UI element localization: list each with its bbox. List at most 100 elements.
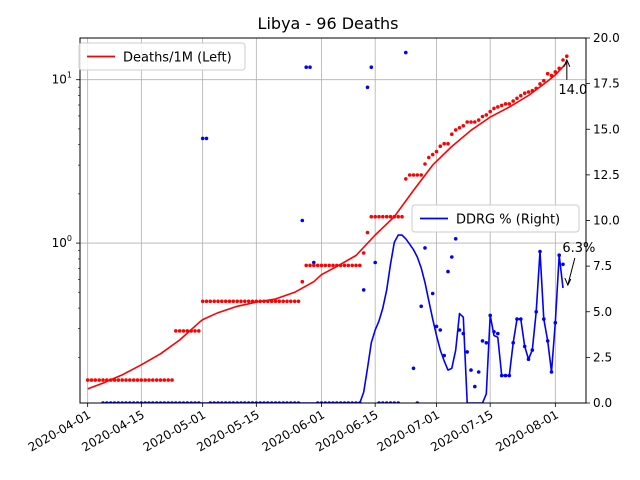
deaths-dots-point <box>507 102 512 106</box>
x-tick-label: 2020-08-01 <box>493 407 560 454</box>
ddrg-line-path <box>103 234 564 403</box>
deaths-dots-point <box>515 96 519 101</box>
deaths-dots-point <box>235 299 239 304</box>
deaths-dots-point <box>538 82 542 86</box>
ddrg-dots-point <box>503 373 508 378</box>
deaths-dots-point <box>273 299 278 304</box>
deaths-dots-point <box>423 162 427 166</box>
deaths-dots-point <box>93 378 98 382</box>
deaths-dots-point <box>476 118 481 122</box>
deaths-dots-point <box>450 132 454 136</box>
deaths-dots-point <box>243 299 247 304</box>
y-left-tick-label: 100 <box>52 234 72 250</box>
deaths-dots-point <box>177 329 182 333</box>
deaths-dots-point <box>281 299 286 304</box>
deaths-dots-point <box>392 214 397 219</box>
ddrg-dots-point <box>473 384 477 389</box>
deaths-dots-point <box>216 299 220 304</box>
ddrg-dots-point <box>534 310 538 314</box>
deaths-dots-point <box>312 263 316 268</box>
y-right-tick-label: 2.5 <box>593 350 612 364</box>
deaths-dots-point <box>557 66 561 71</box>
deaths-dots-point <box>124 378 128 382</box>
deaths-dots-point <box>350 263 355 268</box>
deaths-dots-point <box>223 299 228 304</box>
y-right-tick-label: 15.0 <box>593 122 620 136</box>
annotation-label-deaths: 14.0 <box>558 83 587 98</box>
ddrg-dots-point <box>561 262 565 267</box>
y-left-tick-base: 10 <box>52 236 67 250</box>
deaths-dots-point <box>565 54 569 58</box>
ddrg-dots-point <box>484 341 489 345</box>
deaths-dots-point <box>346 263 351 268</box>
deaths-dots-point <box>419 173 424 177</box>
deaths-dots-point <box>342 263 347 268</box>
deaths-dots-point <box>308 263 312 268</box>
deaths-dots-point <box>388 214 393 219</box>
ddrg-dots-point <box>312 260 316 265</box>
annotation-label-ddrg: 6.3% <box>562 241 595 256</box>
deaths-dots-point <box>338 263 343 268</box>
ddrg-dots-point <box>465 350 470 354</box>
deaths-dots-point <box>300 279 305 284</box>
ddrg-dots-point <box>480 339 485 343</box>
ddrg-dots-point <box>453 237 458 241</box>
deaths-dots-point <box>289 299 293 304</box>
annotation-arrow-ddrg <box>567 257 576 286</box>
deaths-dots-point <box>484 113 489 117</box>
ddrg-dots-point <box>492 330 496 334</box>
ddrg-dots-point <box>204 136 209 141</box>
ddrg-dots-point <box>542 317 546 321</box>
deaths-dots-point <box>549 73 554 78</box>
deaths-dots-point <box>185 329 190 333</box>
deaths-dots-point <box>85 378 90 382</box>
deaths-dots-point <box>112 378 117 382</box>
y-right-tick-label: 20.0 <box>593 31 620 45</box>
deaths-dots-point <box>446 141 450 146</box>
deaths-dots-point <box>327 263 332 268</box>
ddrg-dots-point <box>519 317 523 321</box>
deaths-dots-point <box>384 214 389 219</box>
deaths-dots-point <box>105 378 109 382</box>
y-left-tick-exp: 1 <box>67 71 72 80</box>
deaths-dots-point <box>511 99 515 103</box>
deaths-dots-point <box>534 86 538 91</box>
deaths-dots-point <box>530 88 535 93</box>
deaths-dots-point <box>519 93 523 98</box>
deaths-dots-point <box>231 299 236 304</box>
deaths-dots-point <box>296 299 301 304</box>
y-right-tick-label: 5.0 <box>593 305 612 319</box>
deaths-dots-point <box>488 109 493 114</box>
ddrg-dots-point <box>526 357 531 362</box>
ddrg-dots-point <box>308 65 312 69</box>
deaths-dots-point <box>492 106 496 111</box>
deaths-dots-point <box>147 378 151 382</box>
y-left-tick-exp: 0 <box>67 234 72 243</box>
deaths-dots-point <box>197 329 201 333</box>
ddrg-dots-point <box>457 328 462 332</box>
chart-title: Libya - 96 Deaths <box>258 14 399 33</box>
ddrg-dots-point <box>438 328 443 332</box>
deaths-dots-point <box>365 230 370 235</box>
deaths-dots-point <box>331 263 335 268</box>
ddrg-dots-point <box>304 65 309 69</box>
ddrg-dots-point <box>507 373 512 378</box>
deaths-dots-point <box>250 299 255 304</box>
ddrg-dots-point <box>553 320 558 325</box>
y-right-tick-label: 10.0 <box>593 214 620 228</box>
deaths-dots-point <box>269 299 274 304</box>
legend-deaths-frame <box>78 42 246 71</box>
deaths-dots-point <box>473 120 477 124</box>
deaths-dots-point <box>434 149 439 154</box>
deaths-dots-point <box>545 71 550 76</box>
deaths-dots-point <box>108 378 113 382</box>
legends: Deaths/1M (Left) DDRG % (Right) <box>78 42 580 233</box>
deaths-dots-point <box>400 214 404 219</box>
deaths-dots-point <box>396 214 401 219</box>
deaths-dots-point <box>227 299 232 304</box>
deaths-dots-point <box>461 124 466 128</box>
deaths-dots-point <box>266 299 270 304</box>
y-right-tick-label: 0.0 <box>593 396 612 410</box>
deaths-dots-point <box>373 214 378 219</box>
